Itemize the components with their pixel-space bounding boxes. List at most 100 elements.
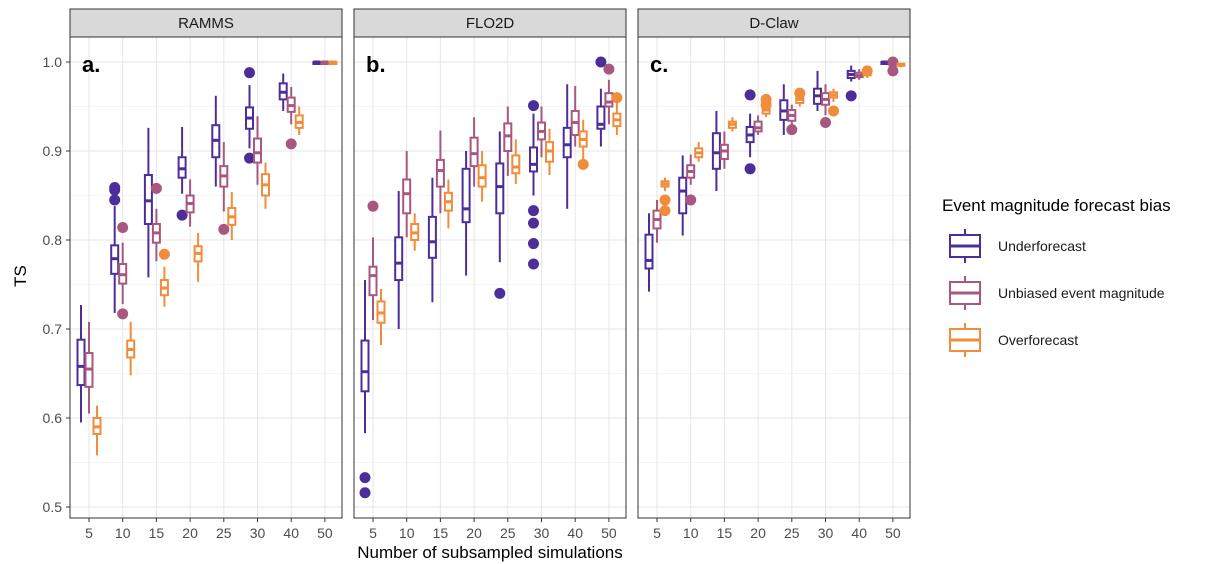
box-underforecast: [528, 100, 539, 270]
box-overforecast: [511, 139, 521, 184]
box-overforecast: [261, 162, 270, 209]
box-overforecast: [659, 177, 671, 217]
x-tick-label: 25: [500, 525, 516, 541]
x-tick-label: 40: [567, 525, 583, 541]
box-unbiased-event-magnitude: [685, 154, 697, 206]
legend-key-unbiased-event-magnitude: Unbiased event magnitude: [949, 276, 1165, 310]
box-unbiased-event-magnitude: [402, 151, 412, 238]
box-iqr: [402, 178, 412, 215]
box-iqr: [562, 126, 572, 159]
outlier-point: [367, 200, 379, 212]
box-iqr: [711, 132, 721, 170]
box-iqr: [495, 162, 505, 215]
panel-border: [637, 36, 911, 519]
outlier-point: [603, 63, 615, 75]
box-iqr: [427, 215, 437, 259]
box-overforecast: [126, 321, 136, 376]
outlier-point: [744, 89, 756, 101]
legend-keys: Underforecast Unbiased event magnitude Ove…: [949, 229, 1165, 357]
box-overforecast: [294, 106, 304, 135]
box-unbiased-event-magnitude: [435, 130, 445, 214]
box-iqr: [477, 164, 487, 188]
box-iqr: [644, 233, 654, 270]
legend: Event magnitude forecast bias Underforec…: [942, 196, 1171, 357]
box-overforecast: [376, 288, 386, 346]
x-tick-label: 20: [182, 525, 198, 541]
box-iqr: [529, 146, 538, 173]
y-axis-title: TS: [11, 265, 30, 287]
x-tick-label: 25: [216, 525, 232, 541]
box-unbiased-event-magnitude: [285, 86, 297, 150]
x-tick-label: 5: [653, 525, 661, 541]
outlier-point: [786, 124, 798, 136]
legend-label: Unbiased event magnitude: [998, 285, 1165, 301]
box-iqr: [253, 137, 262, 164]
box-unbiased-event-magnitude: [320, 60, 330, 65]
panel-border: [69, 36, 343, 519]
box-unbiased-event-magnitude: [537, 106, 546, 158]
box-overforecast: [477, 151, 487, 202]
box-overforecast: [328, 60, 338, 65]
outlier-point: [109, 181, 121, 193]
box-unbiased-event-magnitude: [117, 222, 129, 320]
box-underforecast: [427, 177, 437, 303]
outlier-point: [528, 100, 539, 112]
x-tick-label: 10: [683, 525, 699, 541]
outlier-point: [117, 308, 129, 320]
box-underforecast: [644, 213, 654, 292]
box-overforecast: [410, 213, 420, 251]
box-underforecast: [678, 155, 688, 236]
outlier-point: [158, 248, 170, 260]
panel-tag: a.: [82, 52, 100, 77]
box-overforecast: [193, 232, 203, 282]
x-tick-label: 40: [283, 525, 299, 541]
y-tick-label: 1.0: [43, 54, 63, 70]
outlier-point: [359, 472, 371, 484]
outlier-point: [760, 93, 772, 105]
x-tick-label: 50: [317, 525, 333, 541]
box-iqr: [469, 136, 479, 168]
outlier-point: [595, 56, 607, 68]
box-unbiased-event-magnitude: [887, 56, 899, 77]
box-underforecast: [394, 191, 404, 329]
box-overforecast: [694, 142, 704, 162]
box-underforecast: [109, 181, 121, 313]
outlier-point: [828, 105, 839, 117]
box-underforecast: [312, 60, 322, 65]
strip-label: D-Claw: [749, 15, 798, 32]
outlier-point: [744, 163, 756, 175]
x-tick-label: 25: [784, 525, 800, 541]
box-unbiased-event-magnitude: [719, 131, 729, 169]
box-overforecast: [545, 128, 554, 176]
y-tick-label: 0.7: [43, 321, 63, 337]
box-iqr: [604, 92, 614, 108]
x-tick-label: 5: [85, 525, 93, 541]
outlier-point: [244, 67, 255, 79]
legend-title: Event magnitude forecast bias: [942, 196, 1171, 215]
outlier-point: [861, 65, 873, 77]
x-tick-label: 5: [369, 525, 377, 541]
box-iqr: [76, 338, 86, 387]
box-iqr: [511, 154, 521, 175]
outlier-point: [685, 194, 697, 206]
box-underforecast: [359, 280, 371, 499]
box-underforecast: [278, 73, 288, 111]
panel-tag: c.: [650, 52, 668, 77]
x-tick-label: 10: [115, 525, 131, 541]
outlier-point: [244, 152, 255, 164]
box-unbiased-event-magnitude: [820, 84, 831, 129]
box-unbiased-event-magnitude: [503, 106, 513, 176]
box-overforecast: [227, 191, 237, 240]
outlier-point: [285, 138, 297, 150]
box-overforecast: [611, 92, 623, 135]
box-underforecast: [211, 95, 221, 187]
box-underforecast: [143, 127, 153, 278]
legend-key-underforecast: Underforecast: [949, 229, 1086, 263]
box-overforecast: [727, 117, 737, 132]
legend-key-overforecast: Overforecast: [949, 323, 1078, 357]
panel-ramms: RAMMS a. 5 10 15 20 25 30 40 50: [69, 8, 343, 541]
legend-label: Underforecast: [998, 238, 1086, 254]
outlier-point: [528, 217, 539, 229]
outlier-point: [577, 158, 589, 170]
